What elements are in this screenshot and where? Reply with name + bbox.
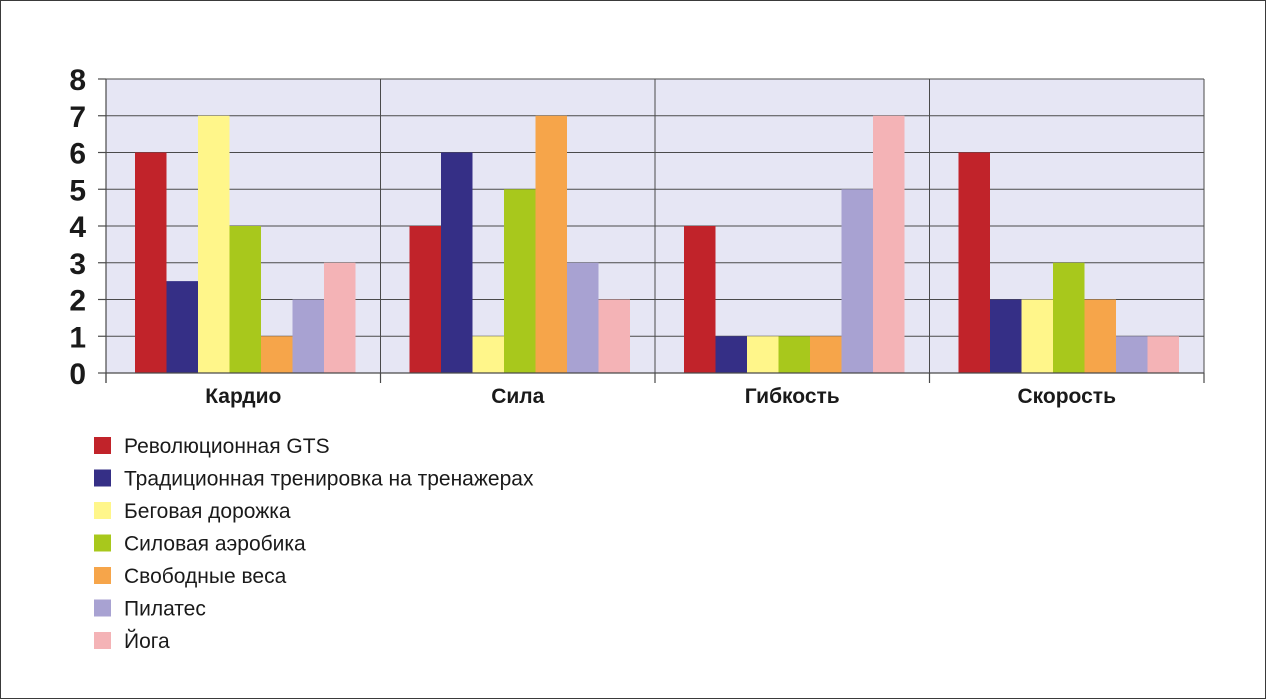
bar — [535, 115, 567, 373]
legend-swatch — [94, 437, 111, 454]
bar — [778, 336, 810, 373]
bar — [409, 226, 441, 373]
bar — [990, 299, 1022, 373]
x-tick-label: Скорость — [1018, 385, 1117, 408]
legend-label: Революционная GTS — [124, 435, 330, 458]
bar — [261, 336, 293, 373]
legend-swatch — [94, 632, 111, 649]
bar — [198, 115, 230, 373]
legend-label: Пилатес — [124, 598, 206, 621]
x-tick-label: Гибкость — [745, 385, 840, 408]
x-tick-label: Сила — [491, 385, 544, 408]
bar — [598, 299, 630, 373]
bar — [567, 262, 599, 373]
bar — [1147, 336, 1179, 373]
bar — [1116, 336, 1148, 373]
bar — [873, 115, 905, 373]
bar — [841, 189, 873, 373]
legend-label: Йога — [124, 629, 170, 653]
bar — [504, 189, 536, 373]
bar — [958, 152, 990, 373]
y-tick-label: 5 — [69, 174, 86, 207]
y-tick-label: 1 — [69, 321, 86, 354]
legend-swatch — [94, 567, 111, 584]
y-tick-label: 0 — [69, 358, 86, 391]
y-tick-label: 8 — [69, 64, 86, 97]
legend-label: Традиционная тренировка на тренажерах — [124, 468, 534, 491]
bar — [472, 336, 504, 373]
bar — [747, 336, 779, 373]
bar — [135, 152, 167, 373]
legend-swatch — [94, 534, 111, 552]
y-tick-label: 6 — [69, 138, 86, 171]
legend-label: Силовая аэробика — [124, 533, 306, 556]
legend-swatch — [94, 469, 111, 487]
bar — [810, 336, 842, 373]
legend-label: Свободные веса — [124, 565, 287, 588]
bar — [292, 299, 324, 373]
x-tick-label: Кардио — [205, 385, 281, 408]
bar — [1053, 262, 1085, 373]
bar — [441, 152, 473, 373]
bar — [229, 226, 261, 373]
bar — [715, 336, 747, 373]
legend-label: Беговая дорожка — [124, 500, 291, 523]
y-tick-label: 3 — [69, 248, 86, 281]
y-tick-label: 4 — [69, 211, 86, 244]
y-tick-label: 2 — [69, 285, 86, 318]
y-tick-label: 7 — [69, 101, 86, 134]
bar — [324, 262, 356, 373]
legend-swatch — [94, 502, 111, 519]
bar — [1084, 299, 1116, 373]
bar — [166, 281, 198, 373]
bar — [684, 226, 716, 373]
bar — [1021, 299, 1053, 373]
legend-swatch — [94, 599, 111, 617]
